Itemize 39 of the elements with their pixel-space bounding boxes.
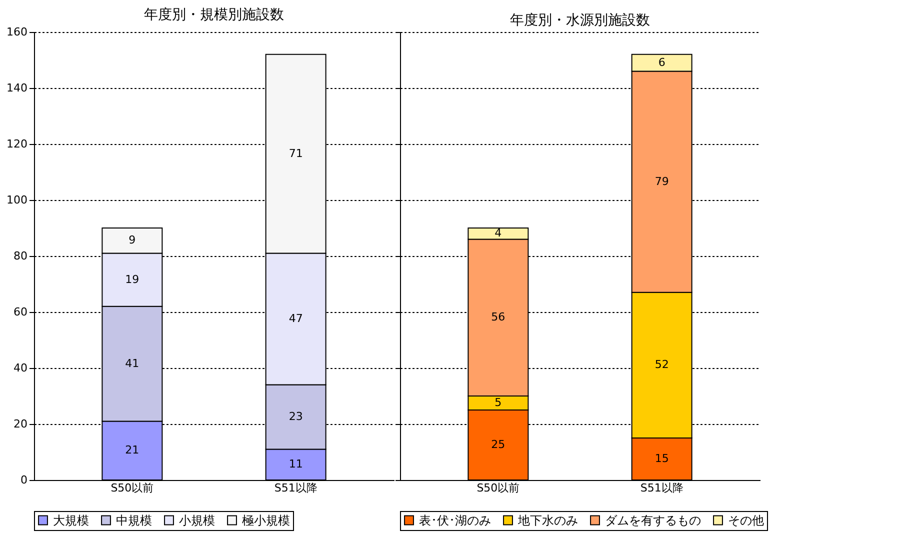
data-label: 25	[491, 438, 506, 451]
data-label: 23	[288, 410, 303, 423]
chart-title: 年度別・水源別施設数	[510, 12, 650, 28]
legend-label: その他	[728, 513, 764, 528]
x-tick-label: S50以前	[110, 482, 154, 494]
data-label: 11	[288, 458, 303, 471]
y-tick-label: 0	[20, 474, 28, 486]
data-label: 21	[125, 444, 140, 457]
legend-label: 地下水のみ	[517, 513, 578, 528]
data-label: 79	[654, 174, 669, 188]
y-tick-label: 80	[14, 250, 28, 262]
data-label: 52	[654, 358, 669, 372]
legend-label: ダムを有するもの	[605, 513, 701, 528]
data-label: 5	[494, 396, 502, 409]
y-tick-label: 120	[6, 138, 28, 150]
data-label: 71	[288, 146, 303, 160]
data-label: 15	[654, 452, 669, 465]
y-tick-label: 160	[6, 26, 28, 38]
legend-label: 表･伏･湖のみ	[419, 513, 491, 528]
legend-label: 極小規模	[242, 513, 290, 528]
x-tick-label: S50以前	[476, 482, 520, 494]
legend-label: 中規模	[116, 513, 152, 528]
data-label: 4	[494, 226, 502, 240]
data-label: 56	[491, 310, 506, 324]
y-tick-label: 100	[6, 194, 28, 206]
data-label: 41	[125, 356, 140, 370]
data-label: 19	[125, 272, 140, 286]
legend-label: 大規模	[53, 513, 89, 528]
data-label: 6	[658, 56, 666, 69]
legend-label: 小規模	[179, 513, 215, 528]
y-tick-label: 20	[14, 418, 28, 430]
y-tick-label: 140	[6, 82, 28, 94]
data-label: 47	[288, 312, 303, 325]
y-tick-label: 60	[14, 306, 28, 318]
x-tick-label: S51以降	[274, 482, 318, 494]
chart-title: 年度別・規模別施設数	[144, 7, 284, 23]
y-tick-label: 40	[14, 362, 28, 374]
x-tick-label: S51以降	[640, 482, 684, 494]
data-label: 9	[128, 234, 136, 247]
